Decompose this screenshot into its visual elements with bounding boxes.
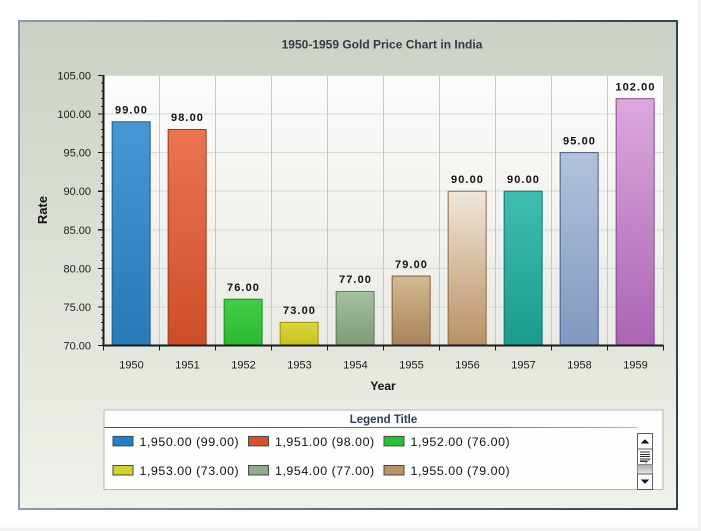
svg-text:1,950.00 (99.00): 1,950.00 (99.00) <box>140 435 240 449</box>
svg-text:90.00: 90.00 <box>507 174 540 186</box>
svg-text:1950-1959 Gold Price Chart in: 1950-1959 Gold Price Chart in India <box>282 38 483 52</box>
svg-text:105.00: 105.00 <box>57 71 91 83</box>
svg-text:77.00: 77.00 <box>339 274 372 286</box>
svg-text:80.00: 80.00 <box>63 263 91 275</box>
svg-text:99.00: 99.00 <box>115 104 148 116</box>
svg-text:85.00: 85.00 <box>63 225 91 237</box>
svg-text:Year: Year <box>370 379 396 393</box>
svg-text:95.00: 95.00 <box>63 148 91 160</box>
svg-text:90.00: 90.00 <box>451 174 484 186</box>
svg-text:1,954.00 (77.00): 1,954.00 (77.00) <box>275 464 375 478</box>
svg-text:1951: 1951 <box>175 360 199 372</box>
svg-text:Rate: Rate <box>35 196 50 224</box>
svg-text:100.00: 100.00 <box>57 109 91 121</box>
svg-text:1,952.00 (76.00): 1,952.00 (76.00) <box>411 435 511 449</box>
svg-text:Legend Title: Legend Title <box>350 414 418 426</box>
svg-text:90.00: 90.00 <box>63 186 91 198</box>
svg-text:102.00: 102.00 <box>615 81 655 93</box>
svg-text:1,953.00 (73.00): 1,953.00 (73.00) <box>140 464 240 478</box>
svg-text:76.00: 76.00 <box>227 282 260 294</box>
svg-text:95.00: 95.00 <box>563 135 596 147</box>
svg-text:1,951.00 (98.00): 1,951.00 (98.00) <box>275 435 375 449</box>
svg-text:79.00: 79.00 <box>395 259 428 271</box>
svg-text:1956: 1956 <box>455 360 479 372</box>
svg-text:1957: 1957 <box>511 360 535 372</box>
svg-text:70.00: 70.00 <box>63 341 91 353</box>
svg-text:1955: 1955 <box>399 360 423 372</box>
svg-text:73.00: 73.00 <box>283 305 316 317</box>
svg-text:1952: 1952 <box>231 360 255 372</box>
svg-text:1,955.00 (79.00): 1,955.00 (79.00) <box>411 464 511 478</box>
svg-text:98.00: 98.00 <box>171 112 204 124</box>
svg-text:1958: 1958 <box>567 360 591 372</box>
svg-text:1950: 1950 <box>119 360 143 372</box>
svg-text:75.00: 75.00 <box>63 302 91 314</box>
svg-text:1953: 1953 <box>287 360 311 372</box>
svg-text:1954: 1954 <box>343 360 367 372</box>
svg-text:1959: 1959 <box>623 360 647 372</box>
